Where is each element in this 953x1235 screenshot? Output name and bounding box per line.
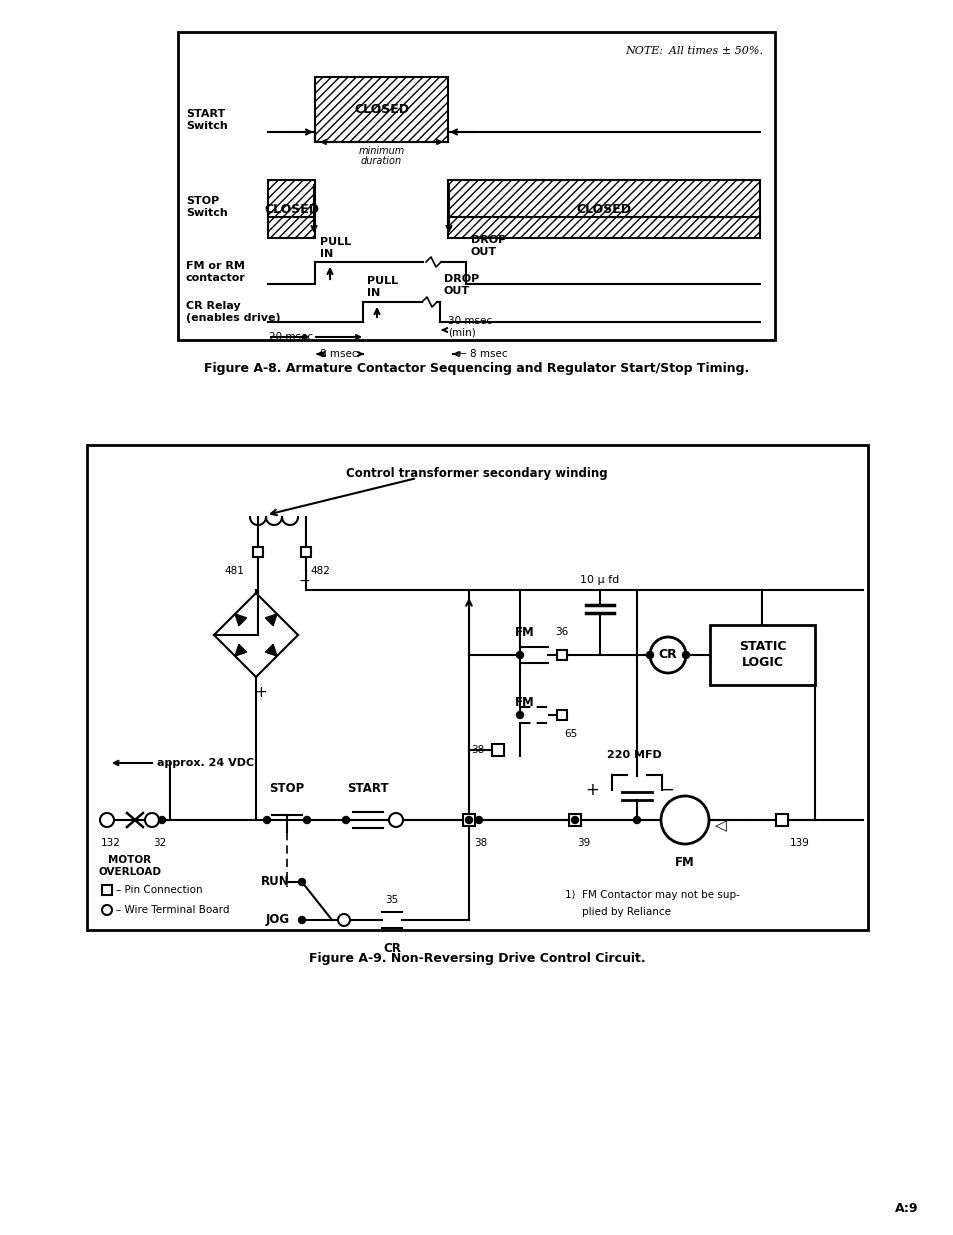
- Circle shape: [145, 813, 159, 827]
- Circle shape: [475, 816, 482, 824]
- Circle shape: [389, 813, 402, 827]
- Text: FM: FM: [675, 856, 694, 869]
- Text: 38: 38: [470, 745, 483, 755]
- Circle shape: [516, 652, 523, 658]
- Text: – Pin Connection: – Pin Connection: [116, 885, 202, 895]
- Text: STATIC
LOGIC: STATIC LOGIC: [738, 641, 785, 669]
- Bar: [178, 32, 774, 340]
- Bar: [775, 814, 787, 826]
- Text: – Wire Terminal Board: – Wire Terminal Board: [116, 905, 230, 915]
- Circle shape: [158, 816, 165, 824]
- Bar: [557, 650, 566, 659]
- Text: minimum: minimum: [358, 146, 404, 156]
- Circle shape: [465, 816, 472, 824]
- Bar: [314, 77, 448, 142]
- Text: approx. 24 VDC: approx. 24 VDC: [157, 758, 253, 768]
- Text: 65: 65: [563, 729, 577, 739]
- Bar: [301, 547, 311, 557]
- Text: 8 msec: 8 msec: [319, 350, 357, 359]
- Text: 20 msec: 20 msec: [269, 332, 313, 342]
- Text: PULL
IN: PULL IN: [367, 275, 397, 298]
- Text: CR Relay
(enables drive): CR Relay (enables drive): [186, 301, 280, 324]
- Text: CR: CR: [383, 942, 400, 955]
- Text: CR: CR: [658, 648, 677, 662]
- Text: Control transformer secondary winding: Control transformer secondary winding: [346, 467, 607, 479]
- Text: +: +: [254, 685, 267, 700]
- Circle shape: [337, 914, 350, 926]
- Bar: [448, 180, 760, 238]
- Circle shape: [681, 652, 689, 658]
- Polygon shape: [265, 614, 276, 626]
- Text: FM: FM: [515, 697, 535, 709]
- Text: duration: duration: [360, 156, 401, 165]
- Text: Figure A-8. Armature Contactor Sequencing and Regulator Start/Stop Timing.: Figure A-8. Armature Contactor Sequencin…: [204, 362, 749, 375]
- Bar: [87, 445, 867, 930]
- Text: ◁: ◁: [714, 819, 726, 834]
- Text: Figure A-9. Non-Reversing Drive Control Circuit.: Figure A-9. Non-Reversing Drive Control …: [309, 952, 644, 965]
- Text: DROP
OUT: DROP OUT: [471, 235, 506, 257]
- Bar: [253, 547, 263, 557]
- Circle shape: [516, 711, 523, 719]
- Circle shape: [660, 797, 708, 844]
- Circle shape: [571, 816, 578, 824]
- Text: CLOSED: CLOSED: [264, 203, 318, 215]
- Circle shape: [303, 816, 310, 824]
- Bar: [709, 625, 814, 685]
- Circle shape: [633, 816, 639, 824]
- Circle shape: [100, 813, 113, 827]
- Text: MOTOR
OVERLOAD: MOTOR OVERLOAD: [98, 855, 161, 877]
- Bar: [268, 180, 314, 238]
- Bar: [102, 885, 112, 895]
- Text: PULL
IN: PULL IN: [319, 237, 351, 259]
- Bar: [557, 710, 566, 720]
- Text: 10 μ fd: 10 μ fd: [579, 576, 619, 585]
- Text: A:9: A:9: [894, 1202, 917, 1215]
- Text: STOP
Switch: STOP Switch: [186, 196, 228, 219]
- Text: 36: 36: [555, 627, 568, 637]
- Circle shape: [102, 905, 112, 915]
- Text: START
Switch: START Switch: [186, 109, 228, 131]
- Text: CLOSED: CLOSED: [354, 103, 409, 116]
- Bar: [462, 814, 475, 826]
- Text: FM or RM
contactor: FM or RM contactor: [186, 261, 246, 283]
- Text: 30 msec
(min): 30 msec (min): [448, 316, 492, 338]
- Text: 220 MFD: 220 MFD: [606, 750, 660, 760]
- Text: JOG: JOG: [266, 914, 290, 926]
- Circle shape: [298, 878, 305, 885]
- Circle shape: [646, 652, 653, 658]
- Text: RUN: RUN: [261, 876, 290, 888]
- Bar: [568, 814, 580, 826]
- Text: STOP: STOP: [269, 782, 304, 795]
- Text: CLOSED: CLOSED: [576, 203, 631, 215]
- Text: 38: 38: [474, 839, 487, 848]
- Circle shape: [263, 816, 271, 824]
- Text: START: START: [347, 782, 389, 795]
- Text: −: −: [659, 781, 673, 799]
- Polygon shape: [234, 614, 247, 626]
- Text: 39: 39: [577, 839, 590, 848]
- Text: −: −: [298, 574, 310, 588]
- Text: NOTE:  All times ± 50%.: NOTE: All times ± 50%.: [624, 46, 762, 56]
- Text: DROP
OUT: DROP OUT: [443, 274, 478, 296]
- Text: 32: 32: [152, 839, 166, 848]
- Circle shape: [298, 916, 305, 924]
- Text: 1⟩  FM Contactor may not be sup-: 1⟩ FM Contactor may not be sup-: [564, 890, 740, 900]
- Text: ← 8 msec: ← 8 msec: [457, 350, 507, 359]
- Text: 35: 35: [385, 895, 398, 905]
- Text: FM: FM: [515, 626, 535, 640]
- Text: +: +: [584, 781, 598, 799]
- Text: 132: 132: [101, 839, 121, 848]
- Text: plied by Reliance: plied by Reliance: [581, 906, 670, 918]
- Polygon shape: [265, 645, 276, 656]
- Bar: [492, 743, 503, 756]
- Polygon shape: [234, 645, 247, 656]
- Circle shape: [649, 637, 685, 673]
- Text: 482: 482: [310, 566, 330, 576]
- Text: 139: 139: [789, 839, 809, 848]
- Text: 481: 481: [224, 566, 244, 576]
- Circle shape: [342, 816, 349, 824]
